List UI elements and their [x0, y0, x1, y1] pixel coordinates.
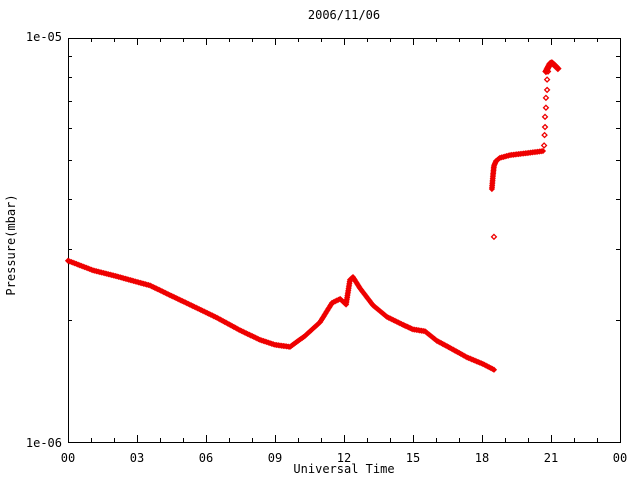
pressure-step-rise-marker	[543, 76, 551, 83]
pressure-top-cluster-marker	[554, 64, 562, 73]
pressure-step-rise-marker	[541, 131, 548, 139]
isolated-point-marker	[490, 233, 498, 241]
x-axis-label: Universal Time	[293, 462, 395, 476]
plot-frame	[68, 38, 621, 443]
pressure-main-curve-marker	[490, 366, 498, 373]
y-tick-label-max: 1e-05	[25, 30, 62, 44]
x-tick-label: 12	[336, 451, 352, 465]
chart-title: 2006/11/06	[307, 8, 381, 22]
y-tick-label-min: 1e-06	[25, 436, 62, 450]
x-tick-label: 15	[405, 451, 421, 465]
x-tick-label: 21	[543, 451, 559, 465]
x-tick-label: 03	[129, 451, 145, 465]
x-tick-label: 09	[267, 451, 283, 465]
pressure-step-rise-marker	[540, 142, 548, 149]
pressure-step-rise-marker	[542, 94, 550, 102]
pressure-upper-plateau-marker	[539, 147, 547, 155]
y-axis-label: Pressure(mbar)	[4, 194, 18, 296]
pressure-step-rise-marker	[541, 123, 549, 131]
pressure-step-rise-marker	[543, 86, 551, 94]
x-tick-label: 00	[612, 451, 628, 465]
pressure-step-rise-marker	[541, 113, 549, 121]
x-tick-label: 00	[60, 451, 76, 465]
x-tick-label: 06	[198, 451, 214, 465]
x-tick-label: 18	[474, 451, 490, 465]
pressure-step-rise-marker	[542, 104, 550, 112]
